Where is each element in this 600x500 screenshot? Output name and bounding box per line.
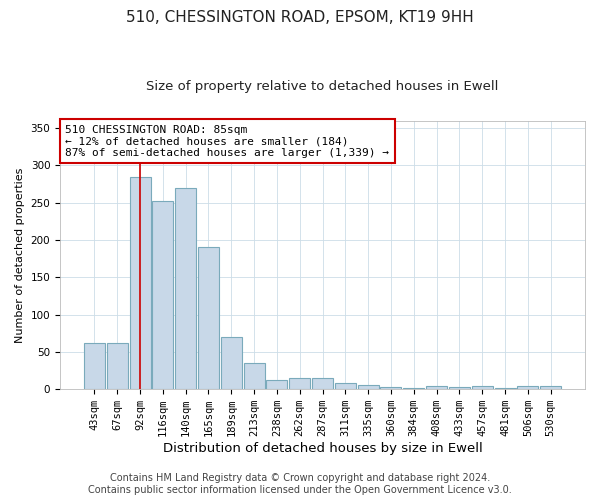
Bar: [426, 386, 447, 389]
Text: Contains HM Land Registry data © Crown copyright and database right 2024.
Contai: Contains HM Land Registry data © Crown c…: [88, 474, 512, 495]
Bar: [358, 386, 379, 389]
Y-axis label: Number of detached properties: Number of detached properties: [15, 167, 25, 342]
Text: 510, CHESSINGTON ROAD, EPSOM, KT19 9HH: 510, CHESSINGTON ROAD, EPSOM, KT19 9HH: [126, 10, 474, 25]
Bar: [221, 337, 242, 389]
X-axis label: Distribution of detached houses by size in Ewell: Distribution of detached houses by size …: [163, 442, 482, 455]
Title: Size of property relative to detached houses in Ewell: Size of property relative to detached ho…: [146, 80, 499, 93]
Text: 510 CHESSINGTON ROAD: 85sqm
← 12% of detached houses are smaller (184)
87% of se: 510 CHESSINGTON ROAD: 85sqm ← 12% of det…: [65, 124, 389, 158]
Bar: [84, 343, 105, 389]
Bar: [380, 387, 401, 389]
Bar: [244, 363, 265, 389]
Bar: [403, 388, 424, 389]
Bar: [152, 201, 173, 389]
Bar: [449, 387, 470, 389]
Bar: [312, 378, 333, 389]
Bar: [540, 386, 561, 389]
Bar: [175, 188, 196, 389]
Bar: [198, 248, 219, 389]
Bar: [266, 380, 287, 389]
Bar: [517, 386, 538, 389]
Bar: [494, 388, 515, 389]
Bar: [472, 386, 493, 389]
Bar: [107, 343, 128, 389]
Bar: [289, 378, 310, 389]
Bar: [130, 176, 151, 389]
Bar: [335, 382, 356, 389]
